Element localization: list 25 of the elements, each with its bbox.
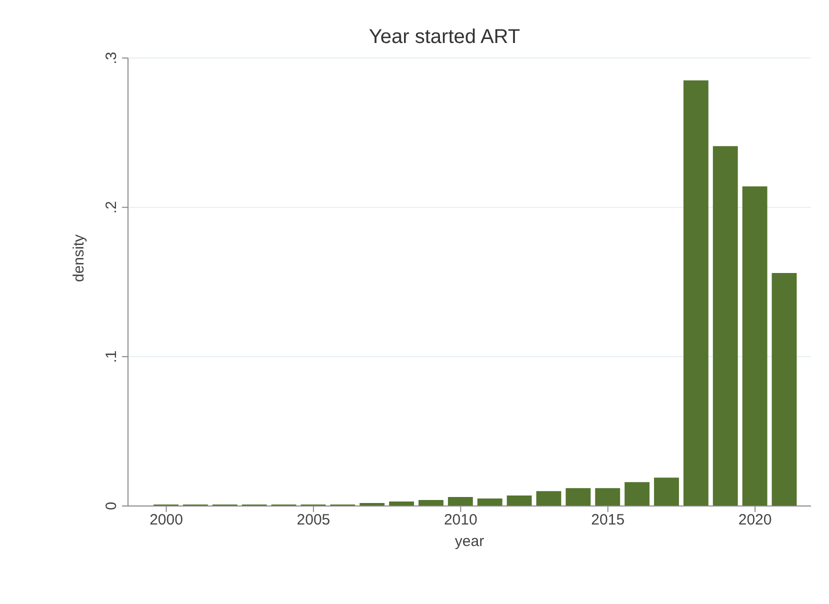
bar — [772, 273, 797, 506]
bar — [683, 80, 708, 506]
bar — [742, 186, 768, 506]
bar — [536, 491, 562, 506]
chart-title: Year started ART — [368, 26, 522, 49]
x-tick-label: 2010 — [444, 512, 478, 529]
bar — [624, 482, 650, 506]
y-tick-label: .1 — [103, 350, 120, 363]
x-tick-label: 2020 — [738, 512, 772, 529]
bar — [566, 488, 591, 506]
y-tick-label: .2 — [103, 201, 120, 214]
x-tick-label: 2005 — [296, 512, 330, 529]
bar — [448, 497, 473, 506]
bar — [506, 496, 532, 506]
x-tick-label: 2000 — [150, 512, 183, 529]
bar — [712, 146, 738, 506]
bar — [654, 478, 679, 506]
x-tick-label: 2015 — [591, 512, 625, 529]
bar — [595, 488, 620, 506]
y-axis-title: density — [70, 234, 88, 282]
y-tick-label: .3 — [103, 52, 120, 64]
bar — [418, 500, 444, 506]
x-axis-title: year — [454, 533, 484, 550]
bar — [477, 498, 502, 506]
y-tick-label: 0 — [103, 502, 120, 510]
